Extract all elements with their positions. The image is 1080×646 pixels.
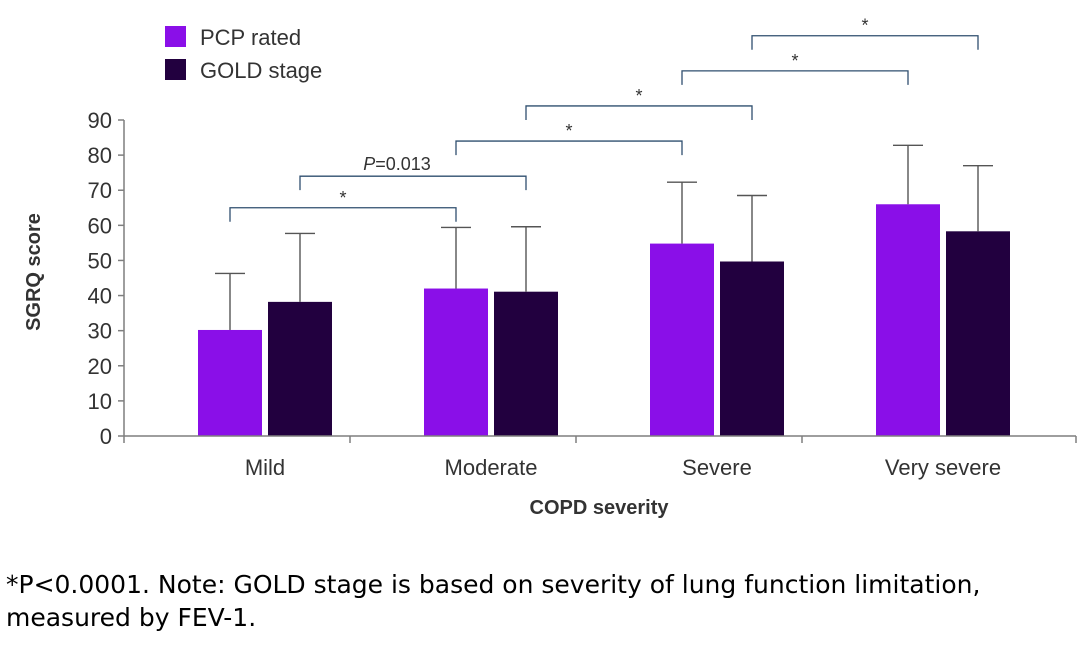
significance-label: * [791, 51, 798, 71]
significance-bracket [525, 105, 753, 120]
y-tick-label: 20 [88, 354, 112, 379]
bar [720, 261, 784, 436]
p-value-prefix: P [363, 154, 375, 174]
y-tick-label: 0 [100, 424, 112, 449]
significance-bracket [455, 140, 683, 156]
x-tick-label: Moderate [445, 455, 538, 480]
significance-label: * [339, 188, 346, 208]
y-tick-label: 30 [88, 319, 112, 344]
significance-label: * [635, 86, 642, 106]
y-axis: 0 10 20 30 40 50 60 70 80 90 [88, 108, 125, 449]
x-tick-label: Very severe [885, 455, 1001, 480]
bar [424, 288, 488, 436]
significance-bracket [751, 35, 979, 50]
p-value-label: P=0.013 [363, 154, 431, 174]
y-tick-label: 70 [88, 178, 112, 203]
bar [494, 291, 558, 436]
bar [946, 231, 1010, 436]
significance-label: * [861, 16, 868, 36]
y-tick-label: 40 [88, 284, 112, 309]
y-tick-label: 80 [88, 143, 112, 168]
x-axis-title: COPD severity [530, 497, 670, 519]
y-tick-label: 10 [88, 389, 112, 414]
legend-swatch [165, 26, 186, 47]
legend-label: PCP rated [200, 25, 301, 50]
y-tick-label: 50 [88, 248, 112, 273]
x-tick-label: Mild [245, 455, 285, 480]
error-bars [215, 144, 993, 330]
significance-label: * [565, 121, 572, 141]
significance-brackets: * P=0.013 * * * * [229, 16, 979, 222]
bar [198, 329, 262, 436]
bar [268, 301, 332, 436]
x-tick-label: Severe [682, 455, 752, 480]
p-value-number: =0.013 [375, 154, 431, 174]
bar [876, 204, 940, 436]
bars [198, 204, 1010, 436]
y-axis-title: SGRQ score [23, 213, 45, 331]
footnote: *P<0.0001. Note: GOLD stage is based on … [6, 570, 981, 632]
legend-label: GOLD stage [200, 58, 322, 83]
copd-sgrq-bar-chart: PCP rated GOLD stage * P=0.013 * * * * 0 10 20 30… [23, 16, 1077, 519]
significance-bracket [299, 175, 527, 191]
bar [650, 243, 714, 436]
y-tick-label: 60 [88, 213, 112, 238]
x-axis: Mild Moderate Severe Very severe [123, 435, 1077, 480]
significance-bracket [229, 207, 457, 222]
legend-swatch [165, 59, 186, 80]
legend: PCP rated GOLD stage [165, 25, 322, 83]
significance-bracket [681, 70, 909, 85]
y-tick-label: 90 [88, 108, 112, 133]
